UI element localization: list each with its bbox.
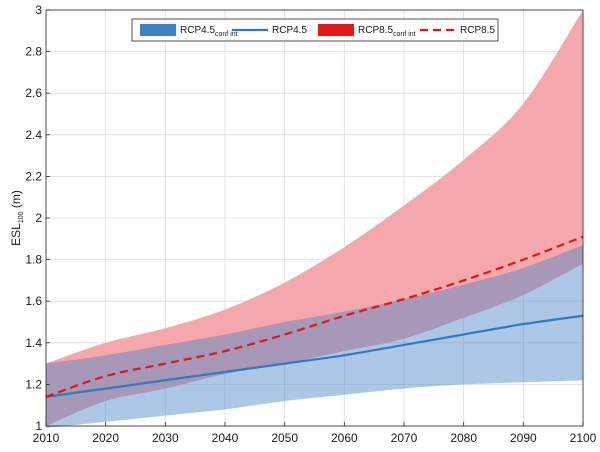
y-tick-label: 2.4 [25,128,42,142]
legend-label-main: RCP8.5 [358,25,393,36]
x-tick-label: 2050 [271,431,298,445]
confidence-bands [46,10,583,429]
y-tick-label: 1.6 [25,294,42,308]
legend-label-main: RCP4.5 [180,25,215,36]
x-axis-ticks: 2010 2020 2030 2040 2050 2060 2070 2080 2090 2100 [33,422,597,445]
y-tick-label: 1.2 [25,377,42,391]
y-tick-label: 2.2 [25,169,42,183]
x-tick-label: 2060 [331,431,358,445]
y-axis-label-unit: (m) [9,190,23,211]
y-tick-label: 3 [35,3,42,17]
x-tick-label: 2100 [570,431,597,445]
y-tick-label: 2.6 [25,86,42,100]
legend-patch [318,24,354,36]
x-tick-label: 2040 [212,431,239,445]
legend-label: RCP4.5 [272,25,307,36]
y-axis-ticks: 1 1.2 1.4 1.6 1.8 2 2.2 2.4 2.6 2.8 3 [25,3,50,433]
x-tick-label: 2070 [391,431,418,445]
y-tick-label: 1 [35,419,42,433]
line-rcp45 [45,314,584,398]
x-tick-label: 2020 [92,431,119,445]
x-tick-label: 2080 [450,431,477,445]
legend: RCP4.5conf int RCP4.5 RCP8.5conf int RCP8.5 [131,18,499,42]
x-tick-label: 2030 [152,431,179,445]
band-rcp85-conf-int [46,10,583,426]
legend-label-sub: conf int [215,31,238,38]
series-lines [45,235,584,398]
legend-patch [140,24,176,36]
legend-label-main: RCP4.5 [272,25,307,36]
legend-label: RCP4.5conf int [180,25,238,38]
y-tick-label: 1.8 [25,253,42,267]
y-axis-label-sub: 100 [18,211,25,223]
legend-box [131,18,499,42]
line-rcp85 [45,235,584,398]
x-tick-label: 2010 [33,431,60,445]
legend-label-sub: conf int [393,31,416,38]
y-tick-label: 2.8 [25,45,42,59]
y-axis-label: ESL100 (m) [9,190,25,246]
legend-label: RCP8.5 [460,25,495,36]
y-tick-label: 1.4 [25,336,42,350]
y-axis-label-main: ESL [9,223,23,246]
y-tick-label: 2 [35,211,42,225]
legend-label-main: RCP8.5 [460,25,495,36]
band-rcp45-conf-int [46,245,583,429]
x-tick-label: 2090 [510,431,537,445]
legend-label: RCP8.5conf int [358,25,416,38]
